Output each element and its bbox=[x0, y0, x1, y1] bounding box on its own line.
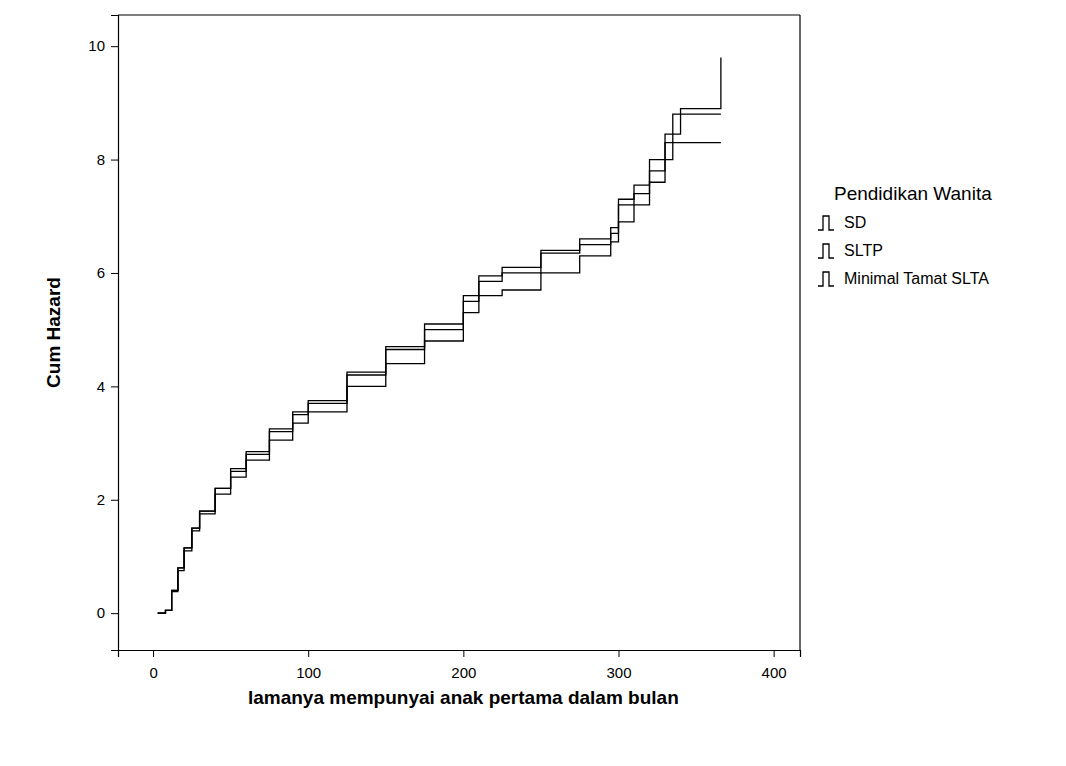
series-line bbox=[158, 114, 721, 613]
series-line bbox=[158, 143, 721, 614]
y-tick-mark bbox=[111, 386, 118, 387]
x-tick: 100 bbox=[296, 650, 321, 681]
legend: Pendidikan Wanita SD SLTP Minimal Tamat SLT… bbox=[818, 183, 992, 287]
legend-label: SD bbox=[844, 214, 866, 231]
y-tick-label: 0 bbox=[97, 604, 105, 621]
x-tick-mark bbox=[463, 650, 464, 657]
x-tick-mark bbox=[618, 650, 619, 657]
x-tick-label: 300 bbox=[606, 664, 631, 681]
y-tick: 8 bbox=[97, 151, 118, 168]
legend-swatch bbox=[818, 272, 834, 286]
y-tick-label: 6 bbox=[97, 264, 105, 281]
legend-label: Minimal Tamat SLTA bbox=[844, 270, 989, 287]
x-tick-label: 400 bbox=[762, 664, 787, 681]
y-tick-mark bbox=[111, 46, 118, 47]
x-tick-mark bbox=[774, 650, 775, 657]
legend-title: Pendidikan Wanita bbox=[834, 183, 992, 204]
x-tick: 0 bbox=[149, 650, 157, 681]
y-tick-mark bbox=[111, 613, 118, 614]
x-axis: 0 100 200 300 400 bbox=[119, 650, 801, 681]
y-tick-mark bbox=[111, 500, 118, 501]
chart: 0 100 200 300 400 0 2 4 6 8 10 lamanya mempunyai an… bbox=[0, 0, 1066, 766]
y-tick-label: 2 bbox=[97, 491, 105, 508]
x-tick-label: 200 bbox=[451, 664, 476, 681]
series-group bbox=[158, 58, 721, 614]
y-tick: 10 bbox=[88, 37, 118, 54]
y-tick-mark bbox=[111, 160, 118, 161]
x-tick: 200 bbox=[451, 650, 476, 681]
legend-swatch bbox=[818, 244, 834, 258]
y-axis: 0 2 4 6 8 10 bbox=[88, 16, 118, 651]
frame-top bbox=[118, 14, 800, 15]
x-tick-mark bbox=[308, 650, 309, 657]
y-axis-line bbox=[111, 16, 119, 651]
y-axis-title: Cum Hazard bbox=[43, 277, 64, 388]
x-axis-title: lamanya mempunyai anak pertama dalam bul… bbox=[248, 687, 679, 708]
frame-right bbox=[799, 15, 800, 650]
plot: 0 100 200 300 400 0 2 4 6 8 10 bbox=[88, 15, 800, 681]
y-tick: 2 bbox=[97, 491, 118, 508]
y-tick-label: 8 bbox=[97, 151, 105, 168]
x-tick-mark bbox=[153, 650, 154, 657]
legend-swatch bbox=[818, 216, 834, 230]
y-tick-label: 10 bbox=[88, 37, 105, 54]
y-tick-label: 4 bbox=[97, 378, 105, 395]
x-axis-line bbox=[119, 651, 801, 658]
x-tick: 300 bbox=[606, 650, 631, 681]
legend-label: SLTP bbox=[844, 242, 883, 259]
series-line bbox=[158, 58, 721, 614]
y-tick-mark bbox=[111, 273, 118, 274]
y-tick: 0 bbox=[97, 604, 118, 621]
x-tick-label: 0 bbox=[149, 664, 157, 681]
x-tick: 400 bbox=[762, 650, 787, 681]
y-tick: 6 bbox=[97, 264, 118, 281]
y-tick: 4 bbox=[97, 378, 118, 395]
x-tick-label: 100 bbox=[296, 664, 321, 681]
